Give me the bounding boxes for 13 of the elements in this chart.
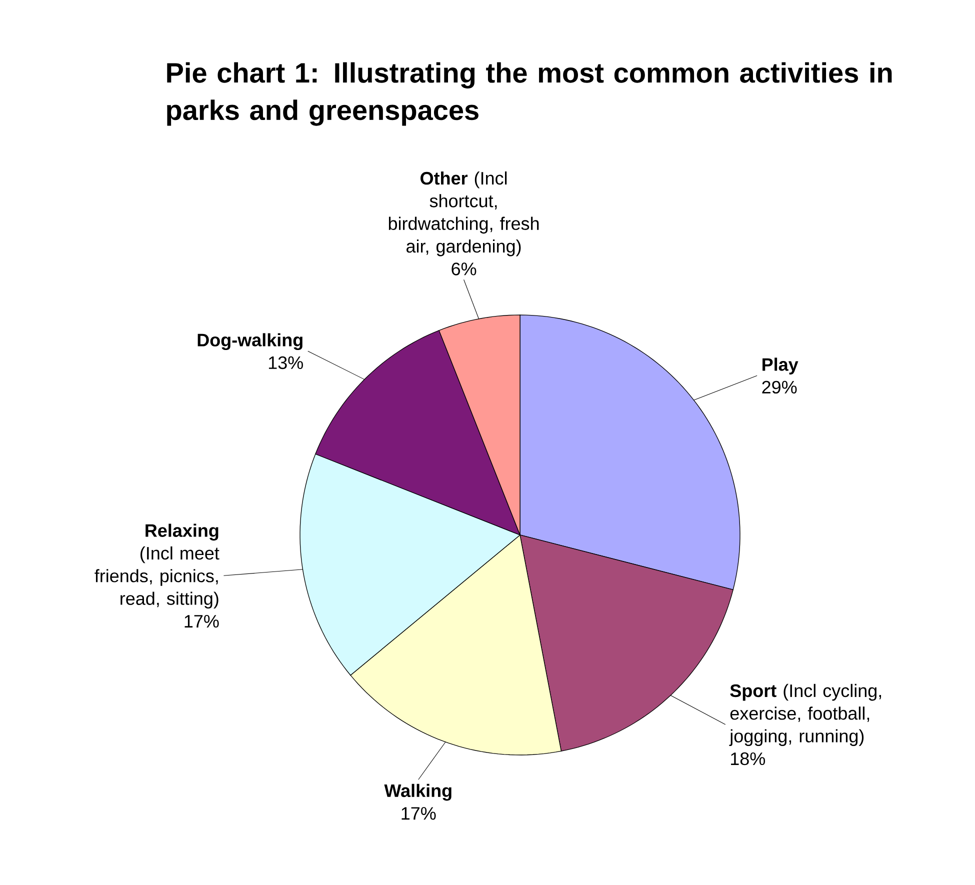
slice-label: Dog-walking bbox=[198, 333, 302, 350]
data-label: 18% bbox=[731, 752, 766, 766]
slice-label: Relaxing (Incl meet friends, picnics, read, sitting) bbox=[94, 524, 220, 609]
data-label: 17% bbox=[184, 614, 219, 628]
slice-label: Other (Incl shortcut, birdwatching, fresh air, gardening) bbox=[388, 171, 539, 256]
data-label: 13% bbox=[268, 356, 303, 370]
chart-title: Pie chart 1: Illustrating the most common activities in parks and greenspaces bbox=[167, 62, 892, 126]
slice-label: Play bbox=[762, 358, 798, 374]
data-label: 17% bbox=[402, 807, 436, 820]
data-label: 29% bbox=[762, 380, 797, 394]
slice-label: Sport (Incl cycling, exercise, football, jogging, running) bbox=[729, 684, 882, 746]
slice-label: Walking bbox=[384, 784, 452, 801]
data-label: 6% bbox=[452, 262, 476, 276]
